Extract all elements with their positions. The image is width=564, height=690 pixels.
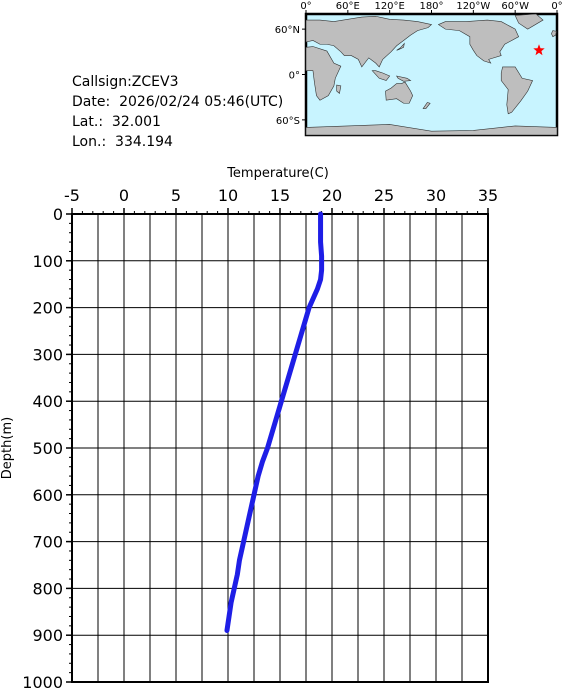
land-shape xyxy=(396,42,405,51)
y-tick-label: 200 xyxy=(32,299,63,318)
map-lon-label: 60°E xyxy=(336,1,360,12)
y-tick-label: 300 xyxy=(32,345,63,364)
land-shape xyxy=(500,66,534,115)
y-tick-label: 600 xyxy=(32,486,63,505)
y-tick-label: 0 xyxy=(53,205,63,224)
temperature-profile-line xyxy=(224,211,325,634)
land-shape xyxy=(371,70,391,81)
map-lat-label: 60°N xyxy=(275,25,300,36)
x-tick-label: 20 xyxy=(322,186,342,205)
map-lon-label: 120°E xyxy=(374,1,404,12)
x-tick-label: 25 xyxy=(374,186,394,205)
land-shape xyxy=(305,124,558,136)
y-tick-label: 900 xyxy=(32,626,63,645)
land-shape xyxy=(305,46,342,101)
map-lon-label: 0° xyxy=(300,1,311,12)
land-shape xyxy=(396,75,412,82)
x-tick-label: 35 xyxy=(478,186,498,205)
longitude-text: Lon.: 334.194 xyxy=(72,134,173,150)
map-landmasses xyxy=(305,13,558,136)
land-shape xyxy=(437,19,520,64)
station-marker-icon xyxy=(533,44,545,56)
y-tick-label: 700 xyxy=(32,533,63,552)
y-tick-label: 500 xyxy=(32,439,63,458)
land-shape xyxy=(422,102,431,109)
y-tick-label: 100 xyxy=(32,252,63,271)
y-tick-label: 800 xyxy=(32,579,63,598)
latitude-text: Lat.: 32.001 xyxy=(72,114,161,130)
land-shape xyxy=(336,84,342,94)
x-axis-label: Temperature(C) xyxy=(226,166,329,181)
y-tick-label: 1000 xyxy=(22,673,63,690)
x-tick-label: 5 xyxy=(171,186,181,205)
date-text: Date: 2026/02/24 05:46(UTC) xyxy=(72,94,284,110)
map-lat-label: 60°S xyxy=(276,116,300,127)
x-tick-label: 15 xyxy=(270,186,290,205)
land-shape xyxy=(305,15,433,68)
land-shape xyxy=(385,81,414,104)
x-tick-label: 10 xyxy=(218,186,238,205)
y-axis-label: Depth(m) xyxy=(0,417,15,479)
land-shape xyxy=(514,13,544,30)
y-tick-label: 400 xyxy=(32,392,63,411)
x-tick-label: 30 xyxy=(426,186,446,205)
map-lon-label: 180° xyxy=(419,1,443,12)
map-lon-label: 0° xyxy=(551,1,562,12)
map-lon-label: 60°W xyxy=(501,1,529,12)
callsign-text: Callsign:ZCEV3 xyxy=(72,74,179,90)
land-shape xyxy=(551,30,557,38)
x-tick-label: -5 xyxy=(64,186,80,205)
map-lat-label: 0° xyxy=(289,71,300,82)
map-lon-label: 120°W xyxy=(456,1,490,12)
x-tick-label: 0 xyxy=(119,186,129,205)
station-info: Callsign:ZCEV3 Date: 2026/02/24 05:46(UT… xyxy=(72,72,283,152)
